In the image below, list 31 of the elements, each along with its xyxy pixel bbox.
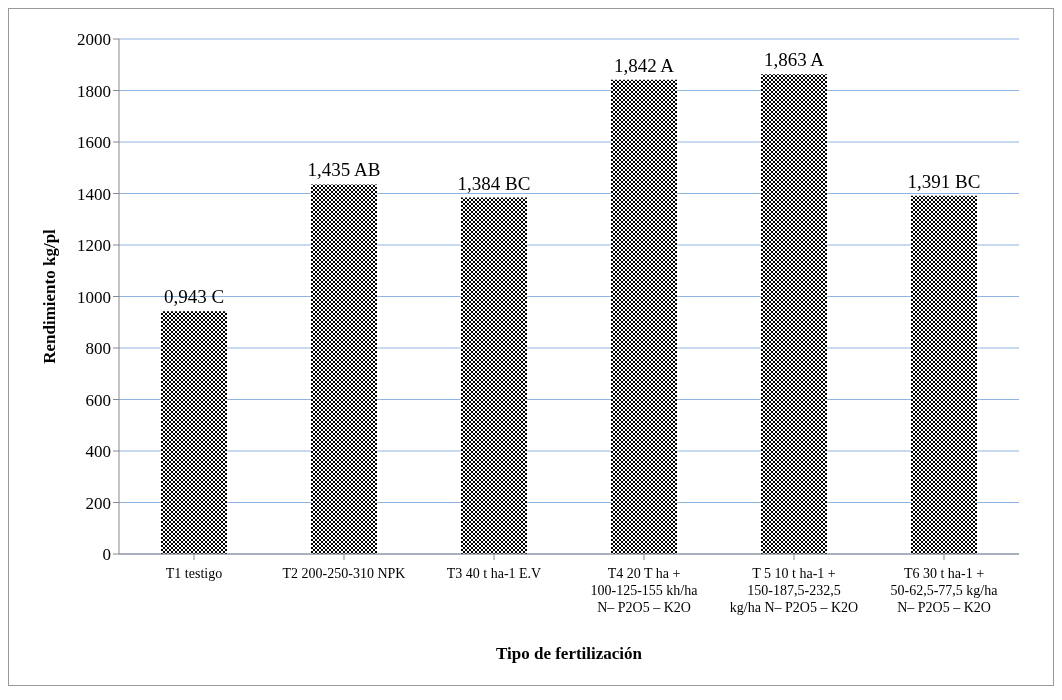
y-tick-label: 1200 [77,236,111,256]
x-tick-label: T6 30 t ha-1 + 50-62,5-77,5 kg/ha N– P2O5 – K2O [890,566,999,615]
annotation: 1,863 A [763,49,825,71]
x-tick-label: T 5 10 t ha-1 + 150-187,5-232,5 kg/ha N– P2O5 – K2O [729,566,859,615]
y-tick-label: 1400 [77,184,111,204]
x-axis-title: Tipo de fertilización [495,644,643,663]
y-tick-label: 1000 [77,287,111,307]
bar [311,184,377,554]
y-tick-label: 1600 [77,133,111,153]
y-tick-label: 400 [85,442,111,462]
annotation: 1,391 BC [907,170,981,192]
annotation: 1,435 AB [307,159,381,181]
x-tick-label: T2 200-250-310 NPK [282,566,406,581]
bar [761,74,827,554]
annotation: 1,384 BC [457,172,531,194]
y-tick-label: 800 [85,339,111,359]
y-axis-title: Rendimiento kg/pl [40,228,60,364]
bar [611,79,677,554]
bar [161,311,227,554]
bar [911,195,977,554]
y-tick-label: 600 [85,390,111,410]
annotation: 1,842 A [613,54,675,76]
x-tick-label: T3 40 t ha-1 E.V [446,566,542,581]
y-tick-label: 2000 [77,30,111,50]
x-tick-label: T4 20 T ha + 100-125-155 kh/ha N– P2O5 – K2O [590,566,699,615]
x-tick-label: T1 testigo [165,566,223,581]
bar [461,197,527,554]
y-tick-label: 1800 [77,81,111,101]
y-tick-label: 200 [85,493,111,513]
y-tick-label: 0 [102,545,111,565]
annotation: 0,943 C [163,286,225,308]
